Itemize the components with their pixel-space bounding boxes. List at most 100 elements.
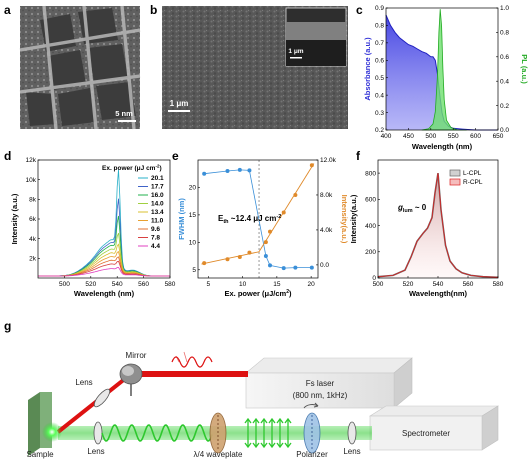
- y-tick-label: 12k: [26, 157, 37, 164]
- fwhm-point: [247, 168, 252, 173]
- y-tick-label: 10: [189, 240, 197, 247]
- fwhm-point: [293, 265, 298, 270]
- legend-title: Ex. power (μJ cm-2): [102, 164, 162, 173]
- mirror: Mirror: [119, 351, 147, 396]
- emission-spot: [42, 422, 62, 442]
- chart-c: 400 450 500 550 600 650 0.2 0.3 0.4 0.5 0.6 0.7 0.8 0…: [363, 5, 529, 151]
- y-axis-label: Absorbance (a.u.): [363, 37, 372, 101]
- polarizer-label: Polarizer: [296, 450, 328, 459]
- intensity-point: [202, 261, 207, 266]
- y-tick-label: 0.8: [375, 23, 384, 30]
- x-tick-label: 500: [425, 133, 436, 140]
- legend-label: 13.4: [151, 209, 164, 216]
- y2-tick-label: 8.0k: [320, 192, 333, 199]
- panel-c: c 400 450 500 550 600 650 0.2 0.3 0.4 0.5 0.6 0.7 0.…: [356, 3, 529, 151]
- y2-tick-label: 0.0: [320, 262, 329, 269]
- x-tick-label: 600: [470, 133, 481, 140]
- tem-image: [19, 5, 141, 130]
- y2-tick-label: 12.0k: [320, 157, 337, 164]
- x-axis-label-end: ): [289, 289, 292, 298]
- x-axis-label-sup: 2: [286, 289, 289, 295]
- chart-d: 500 520 540 560 580 2k 4k 6k 8k 10k 12k Wavelength …: [10, 157, 176, 298]
- y-tick-label: 10k: [26, 177, 37, 184]
- plot-frame: [385, 7, 499, 131]
- intensity-fit-high: [258, 163, 315, 253]
- x-tick-label: 550: [448, 133, 459, 140]
- x-tick-label: 15: [273, 281, 281, 288]
- legend-label: 7.8: [151, 235, 160, 242]
- y-tick-label: 200: [365, 249, 376, 256]
- linear-polarization-arrows: [244, 417, 292, 449]
- spectrum-line: [38, 250, 170, 277]
- intensity-point: [281, 210, 286, 215]
- x-tick-label: 520: [85, 281, 96, 288]
- mirror-label: Mirror: [126, 351, 147, 360]
- quarter-waveplate: λ/4 waveplate: [194, 412, 243, 459]
- legend-label: 9.6: [151, 226, 160, 233]
- fwhm-point: [202, 171, 207, 176]
- x-axis-label: Wavelength (nm): [412, 142, 473, 151]
- inset-scalebar-label: 1 μm: [288, 48, 303, 55]
- legend-label: 17.7: [151, 184, 164, 191]
- y-tick-label: 5: [192, 267, 196, 274]
- x-axis-label: Wavelength(nm): [409, 289, 468, 298]
- circular-polarization-wave: [101, 424, 213, 442]
- x-tick-label: 560: [138, 281, 149, 288]
- sample-label: Sample: [26, 450, 54, 459]
- panel-b: b 1 μm 1 μm: [150, 3, 348, 129]
- y-axis-label: Intensity (a.u.): [10, 193, 19, 244]
- y2-axis-label: PL (a.u.): [520, 54, 529, 84]
- x-tick-label: 580: [493, 281, 504, 288]
- spectrum-line: [38, 256, 170, 277]
- panel-label-f: f: [356, 149, 361, 163]
- y-tick-label: 20: [189, 185, 197, 192]
- lens-right-label: Lens: [343, 447, 360, 456]
- y-tick-label: 6k: [29, 216, 37, 223]
- panel-d: d 500 520 540 560 580 2k 4k 6k 8k 10k 12k Wavelengt…: [4, 149, 176, 298]
- y-tick-label: 800: [365, 170, 376, 177]
- panel-f: f 500 520 540 560 580 0 200 400 600 800 Wavelength…: [349, 149, 504, 298]
- threshold-annotation: Eth ~12.4 μJ cm-2: [218, 214, 281, 225]
- x-tick-label: 540: [112, 281, 123, 288]
- x-tick-label: 10: [239, 281, 247, 288]
- legend-label: 20.1: [151, 175, 164, 182]
- intensity-point: [268, 229, 272, 234]
- x-tick-label: 560: [463, 281, 474, 288]
- spectrometer-label: Spectrometer: [402, 429, 450, 438]
- lens-right: [347, 421, 357, 445]
- y2-tick-label: 4.0k: [320, 227, 333, 234]
- cpl-area: [378, 173, 498, 278]
- y2-tick-label: 0.0: [500, 127, 509, 134]
- y-tick-label: 400: [365, 223, 376, 230]
- legend-label: R-CPL: [463, 179, 483, 186]
- panel-a: a 5 nm: [4, 3, 141, 130]
- panel-label-d: d: [4, 149, 11, 163]
- waveplate-label: λ/4 waveplate: [194, 450, 243, 459]
- legend-label: 14.0: [151, 201, 164, 208]
- y-tick-label: 600: [365, 197, 376, 204]
- y-axis-label: Intensity(a.u.): [349, 194, 358, 243]
- fwhm-point: [281, 266, 286, 271]
- y2-tick-label: 0.2: [500, 103, 509, 110]
- x-tick-label: 650: [493, 133, 504, 140]
- glum-annotation: glum ~ 0: [397, 203, 427, 214]
- scalebar-a: [118, 120, 136, 122]
- y-tick-label: 15: [189, 212, 197, 219]
- spectrometer-box: Spectrometer: [368, 405, 500, 451]
- intensity-point: [309, 163, 314, 168]
- y-tick-label: 4k: [29, 236, 37, 243]
- panel-label-g: g: [4, 319, 11, 333]
- legend-title-text: Ex. power (μJ cm: [102, 165, 156, 172]
- panel-e: e 5 10 15 20 5 10 15 20 0.0 4.0k 8.0k 12.0k Ex. powe…: [172, 149, 349, 298]
- scalebar-b: [168, 110, 190, 112]
- panel-g: g Fs laser (800 nm, 1kHz) Spectrometer: [4, 319, 500, 459]
- y-tick-label: 0.2: [375, 127, 384, 134]
- chart-e: 5 10 15 20 5 10 15 20 0.0 4.0k 8.0k 12.0k Ex. power …: [177, 157, 349, 298]
- x-tick-label: 520: [403, 281, 414, 288]
- absorbance-area: [386, 15, 498, 130]
- legend-label: 16.0: [151, 192, 164, 199]
- y-tick-label: 0.4: [375, 92, 384, 99]
- scalebar-b-label: 1 μm: [170, 99, 189, 108]
- y2-tick-label: 0.8: [500, 30, 509, 37]
- fwhm-point: [237, 167, 242, 172]
